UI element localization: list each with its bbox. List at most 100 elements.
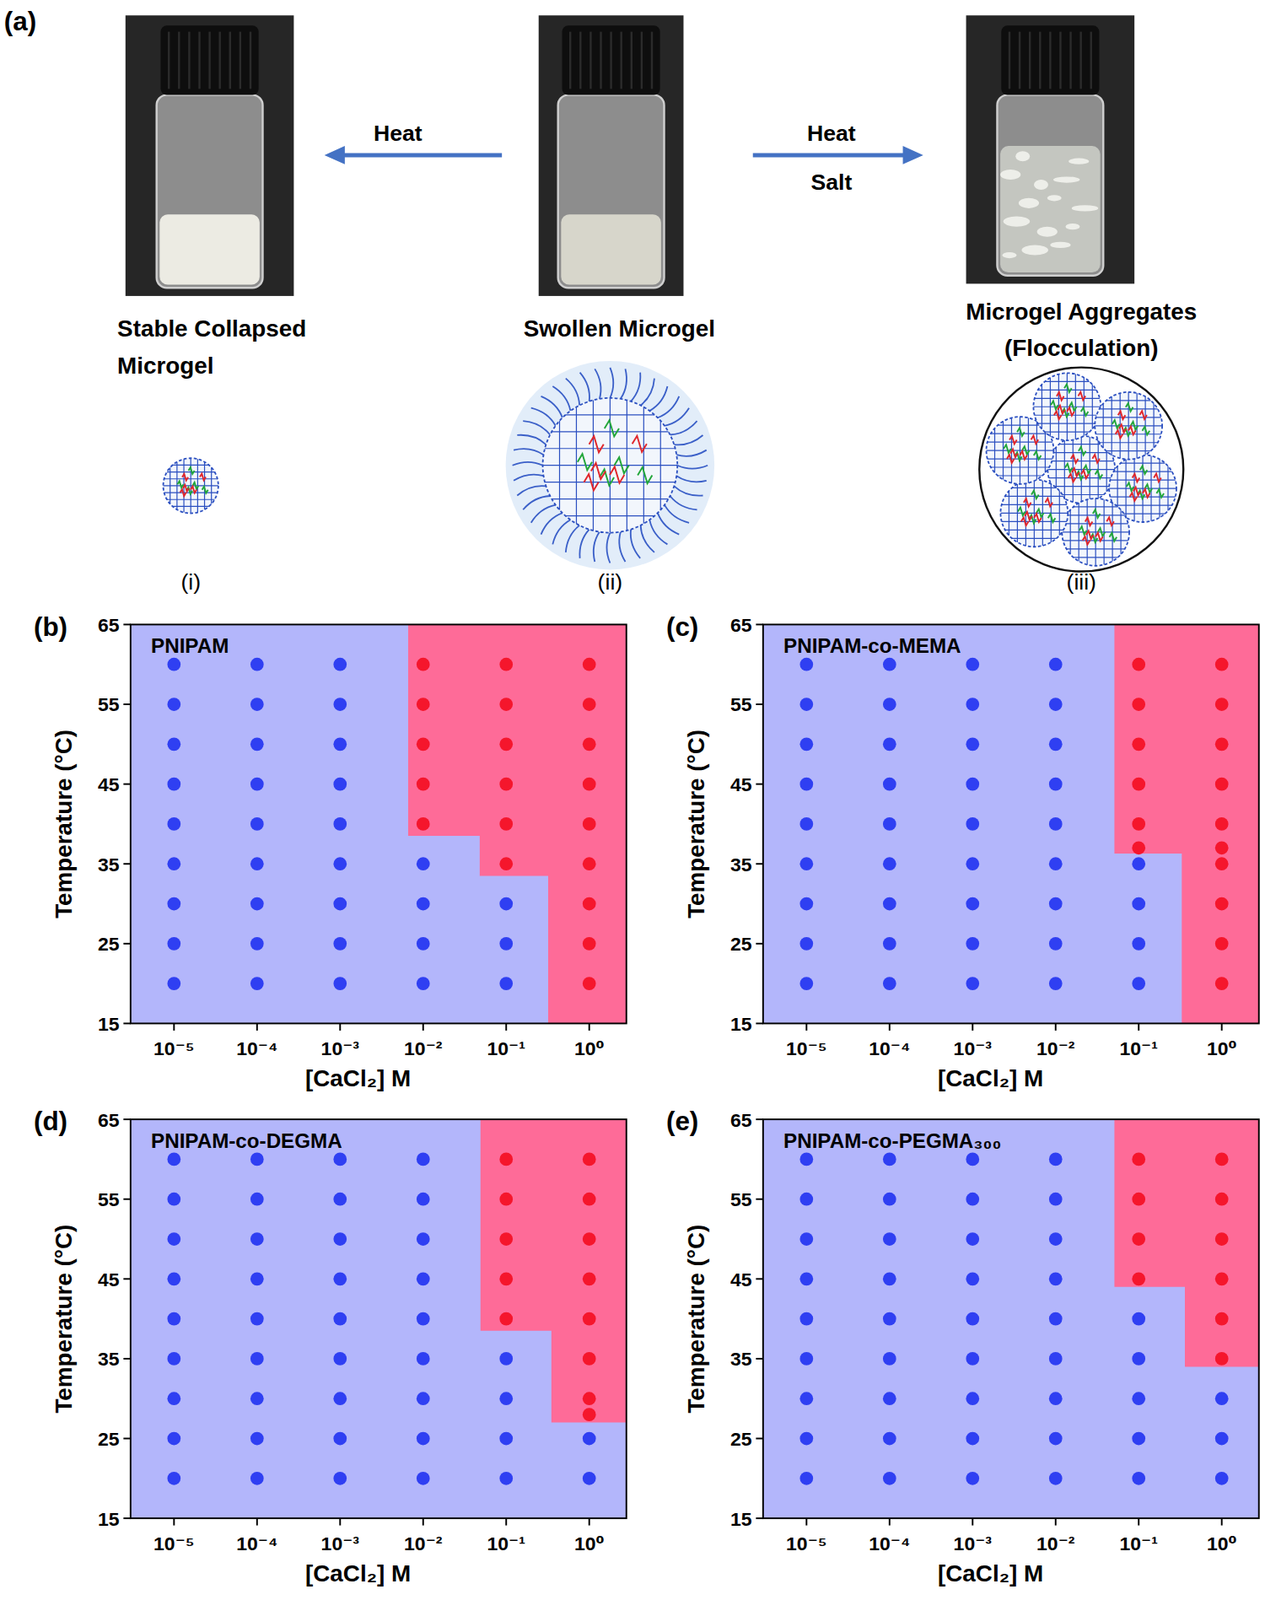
tick-label: 10⁻¹ — [487, 1037, 526, 1060]
tick — [805, 1022, 808, 1030]
point — [250, 1232, 264, 1246]
mesh — [1099, 441, 1158, 443]
chain — [1023, 498, 1032, 507]
halo — [506, 360, 716, 571]
chain — [1095, 470, 1104, 480]
chain — [1125, 403, 1134, 412]
particle — [163, 457, 219, 513]
chain — [180, 489, 187, 496]
chain — [604, 419, 620, 437]
tick-label: 65 — [730, 613, 753, 636]
tick — [123, 1517, 130, 1519]
point — [965, 697, 980, 711]
state-name: Swollen Microgel — [523, 315, 716, 342]
hair — [657, 396, 679, 418]
mesh — [1120, 512, 1166, 514]
tick-label: 10⁻² — [403, 1532, 443, 1555]
point — [799, 1152, 813, 1167]
mesh — [1059, 494, 1104, 496]
point — [250, 897, 264, 911]
point — [166, 1312, 181, 1326]
point — [250, 976, 264, 991]
mesh — [1152, 403, 1154, 448]
cap-ridge — [599, 32, 602, 90]
point — [1215, 777, 1229, 792]
chain — [1068, 473, 1077, 483]
arrow-label: Heat — [373, 120, 423, 146]
cap-ridge — [640, 32, 643, 90]
point — [166, 1471, 181, 1486]
cap-ridge — [229, 32, 232, 90]
point — [882, 657, 897, 672]
tick-label: 55 — [730, 1188, 753, 1211]
point — [1131, 657, 1146, 672]
point — [965, 1391, 980, 1405]
chain — [1017, 427, 1025, 437]
mesh — [643, 407, 645, 524]
point — [799, 936, 813, 951]
mesh — [1012, 538, 1057, 539]
point — [1049, 817, 1063, 831]
point — [416, 1431, 431, 1446]
point — [416, 697, 431, 711]
vial-photo — [966, 15, 1136, 284]
point — [1215, 697, 1229, 711]
hair — [673, 485, 703, 496]
point — [166, 1152, 181, 1167]
tick — [256, 1518, 259, 1525]
tick-label: 15 — [97, 1012, 120, 1035]
chain — [1115, 430, 1124, 439]
region — [1114, 1119, 1259, 1367]
hair — [580, 372, 590, 402]
cap-ridge — [609, 32, 612, 90]
point — [1215, 840, 1229, 855]
chain — [1057, 405, 1066, 415]
point — [250, 1431, 264, 1446]
point — [1131, 1471, 1146, 1486]
point — [1131, 1232, 1146, 1246]
chain — [1010, 449, 1018, 458]
tick-label: 45 — [97, 773, 120, 796]
mesh — [609, 398, 611, 533]
hair — [513, 474, 544, 481]
hair — [531, 505, 556, 523]
point — [166, 897, 181, 911]
figure: (a)HeatHeatSaltStable CollapsedMicrogelS… — [0, 0, 1265, 1600]
cap-ridge — [218, 32, 221, 90]
point — [1049, 697, 1063, 711]
chart-title: PNIPAM — [150, 634, 229, 657]
point — [882, 897, 897, 911]
tick-label: 25 — [730, 1427, 753, 1450]
tick-label: 10⁻³ — [321, 1532, 361, 1555]
chain — [1079, 526, 1088, 535]
cap-ridge — [1018, 32, 1021, 90]
hair — [522, 495, 550, 510]
tick-label: 25 — [97, 932, 120, 955]
chain — [1092, 454, 1100, 463]
point — [333, 737, 347, 751]
point — [799, 897, 813, 911]
axis-label: Temperature (°C) — [50, 729, 77, 919]
cap-ridge — [1090, 32, 1093, 90]
vial-glass — [558, 95, 665, 289]
panel-label: (b) — [33, 612, 68, 642]
point — [582, 897, 597, 911]
point — [965, 1351, 980, 1366]
axis-label: Temperature (°C) — [50, 1224, 77, 1414]
point — [250, 777, 264, 792]
point — [1215, 856, 1229, 871]
state-name: Microgel — [117, 352, 214, 379]
mesh — [1052, 485, 1111, 487]
floc — [1047, 194, 1062, 201]
tick — [172, 1518, 175, 1525]
point — [799, 1192, 813, 1206]
chain — [1048, 513, 1056, 523]
point — [965, 1152, 980, 1167]
point — [1049, 1312, 1063, 1326]
plot-frame — [763, 1119, 1260, 1518]
point — [499, 1192, 513, 1206]
point — [499, 1271, 513, 1286]
point — [250, 697, 264, 711]
tick — [123, 703, 130, 706]
point — [416, 1192, 431, 1206]
